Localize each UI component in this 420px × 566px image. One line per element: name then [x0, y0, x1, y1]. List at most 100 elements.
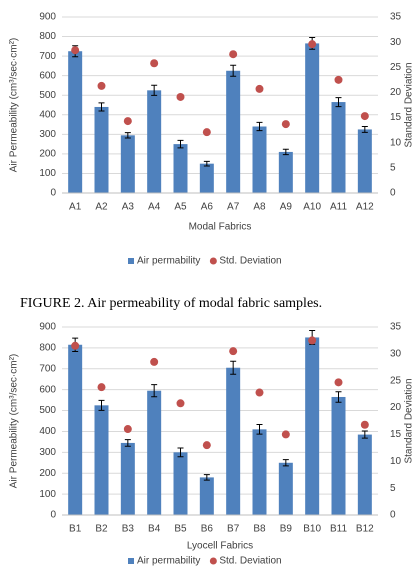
- x-tick-label: A7: [227, 202, 240, 213]
- y2-tick-label: 10: [390, 456, 402, 467]
- y2-tick-label: 0: [390, 510, 396, 521]
- x-tick-label: B7: [227, 524, 240, 535]
- error-bar: [124, 132, 131, 139]
- legend-swatch: [209, 557, 217, 565]
- x-tick-label: A6: [201, 202, 214, 213]
- y-tick-label: 200: [39, 149, 56, 160]
- bar: [147, 90, 162, 193]
- dot: [360, 112, 369, 121]
- dot: [71, 341, 80, 350]
- x-axis-label: Lyocell Fabrics: [187, 541, 253, 552]
- x-tick-label: A5: [174, 202, 187, 213]
- x-tick-label: A1: [69, 202, 82, 213]
- bar: [147, 390, 162, 515]
- dot: [229, 50, 238, 59]
- x-axis-label: Modal Fabrics: [189, 222, 252, 233]
- y-tick-label: 400: [39, 426, 56, 437]
- bar: [173, 144, 188, 193]
- y-tick-label: 700: [39, 363, 56, 374]
- x-tick-label: A11: [330, 202, 347, 213]
- legend-swatch: [128, 558, 134, 564]
- x-tick-label: B9: [280, 524, 293, 535]
- y2-tick-label: 20: [390, 402, 402, 413]
- y-tick-label: 0: [50, 188, 56, 199]
- dot: [123, 117, 132, 126]
- error-bar: [151, 84, 158, 96]
- error-bar: [124, 439, 131, 447]
- error-bar: [361, 430, 368, 439]
- error-bar: [230, 64, 237, 77]
- bar: [199, 163, 214, 193]
- y-tick-label: 900: [39, 322, 56, 333]
- bar: [357, 129, 372, 193]
- error-bar: [335, 391, 342, 403]
- y2-axis-label: Standard Deviation: [404, 62, 415, 147]
- bar: [94, 405, 109, 515]
- error-bar: [151, 384, 158, 398]
- error-bar: [361, 126, 368, 133]
- legend-label: Air permability: [137, 256, 200, 267]
- bar: [357, 434, 372, 515]
- error-bar: [282, 148, 289, 156]
- dot: [281, 430, 290, 439]
- x-tick-label: A8: [253, 202, 266, 213]
- error-bar: [98, 399, 105, 411]
- y2-tick-label: 5: [390, 483, 396, 494]
- y2-tick-label: 0: [390, 188, 396, 199]
- x-tick-label: B6: [201, 524, 214, 535]
- y-tick-label: 400: [39, 109, 56, 120]
- bar: [173, 452, 188, 515]
- y-axis-label: Air Permeability (cm³/sec·cm²): [9, 38, 20, 172]
- bar: [226, 70, 241, 193]
- legend-swatch: [209, 257, 217, 265]
- dot: [229, 347, 238, 356]
- error-bar: [282, 459, 289, 467]
- x-tick-label: A10: [303, 202, 321, 213]
- error-bar: [177, 447, 184, 458]
- error-bar: [203, 474, 210, 481]
- y-tick-label: 200: [39, 468, 56, 479]
- y-tick-label: 900: [39, 12, 56, 23]
- dot: [71, 46, 80, 55]
- y2-tick-label: 25: [390, 375, 402, 386]
- bar: [226, 367, 241, 515]
- y2-tick-label: 30: [390, 37, 402, 48]
- x-tick-label: B1: [69, 524, 82, 535]
- dot: [308, 336, 317, 345]
- dot: [334, 378, 343, 387]
- y-tick-label: 300: [39, 447, 56, 458]
- error-bar: [335, 97, 342, 108]
- x-tick-label: B3: [122, 524, 135, 535]
- y-tick-label: 700: [39, 51, 56, 62]
- bar: [252, 429, 267, 515]
- bar: [305, 337, 320, 515]
- figure-caption: FIGURE 2. Air permeability of modal fabr…: [20, 296, 322, 311]
- bar: [278, 151, 293, 193]
- bar: [94, 106, 109, 193]
- bar: [331, 396, 346, 515]
- bar: [68, 51, 83, 193]
- legend-label: Air permability: [137, 556, 200, 566]
- dot: [360, 420, 369, 429]
- x-tick-label: B2: [95, 524, 108, 535]
- y2-tick-label: 15: [390, 112, 402, 123]
- dot: [202, 441, 211, 450]
- y-tick-label: 0: [50, 510, 56, 521]
- dot: [123, 425, 132, 434]
- y-tick-label: 600: [39, 384, 56, 395]
- dot: [176, 92, 185, 101]
- error-bar: [203, 160, 210, 167]
- x-tick-label: B12: [356, 524, 374, 535]
- y2-tick-label: 5: [390, 162, 396, 173]
- y-tick-label: 100: [39, 489, 56, 500]
- bar: [199, 477, 214, 515]
- error-bar: [256, 424, 263, 435]
- error-bar: [256, 121, 263, 132]
- x-tick-label: A3: [122, 202, 135, 213]
- dot: [97, 81, 106, 90]
- dot: [255, 388, 264, 397]
- y2-tick-label: 10: [390, 137, 402, 148]
- bar: [68, 344, 83, 515]
- y2-tick-label: 30: [390, 348, 402, 359]
- y2-tick-label: 20: [390, 87, 402, 98]
